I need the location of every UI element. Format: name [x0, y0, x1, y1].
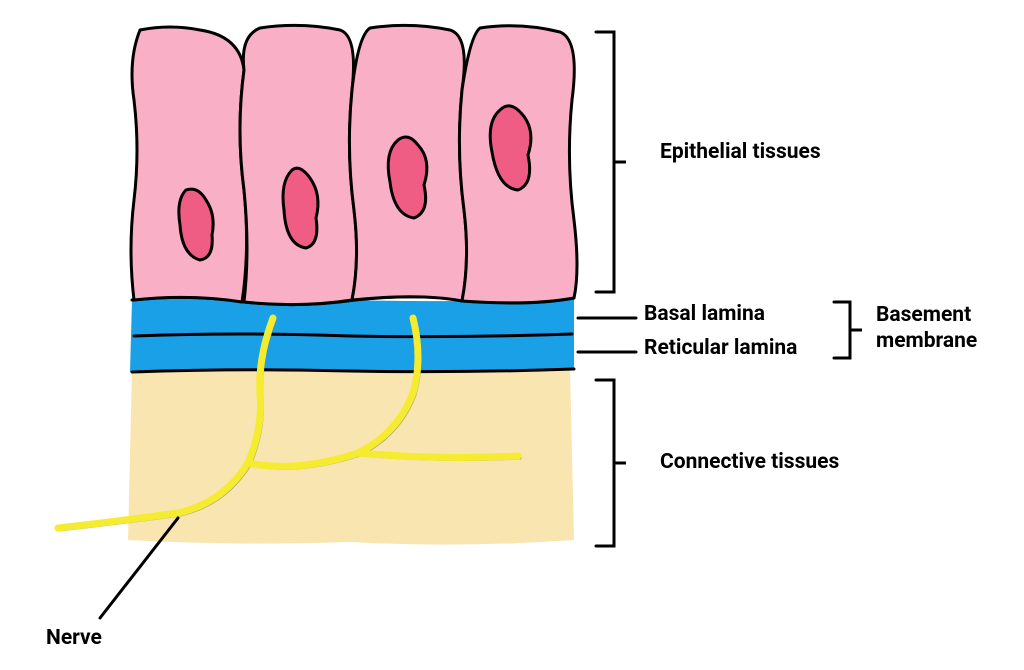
- basal-label: Basal lamina: [644, 302, 765, 326]
- epithelial-cell: [240, 25, 357, 304]
- epithelial-label: Epithelial tissues: [660, 140, 821, 164]
- epithelial-cell: [131, 27, 247, 302]
- connective-bracket: [596, 380, 626, 546]
- reticular-label: Reticular lamina: [644, 336, 797, 360]
- nerve-label: Nerve: [46, 626, 102, 650]
- basement-label: Basement membrane: [876, 302, 1006, 355]
- epithelial-bracket: [596, 32, 626, 292]
- connective-label: Connective tissues: [660, 450, 839, 474]
- epithelial-cells-group: [131, 25, 577, 304]
- basement-bracket: [834, 302, 862, 358]
- tissue-diagram: [0, 0, 1024, 670]
